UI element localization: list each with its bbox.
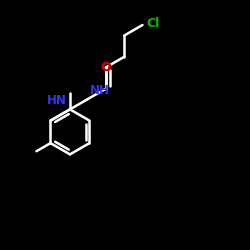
Text: O: O <box>100 61 111 74</box>
Text: O: O <box>100 61 111 74</box>
Text: HN: HN <box>46 94 66 108</box>
Text: Cl: Cl <box>146 17 160 30</box>
Text: NH: NH <box>90 84 110 97</box>
